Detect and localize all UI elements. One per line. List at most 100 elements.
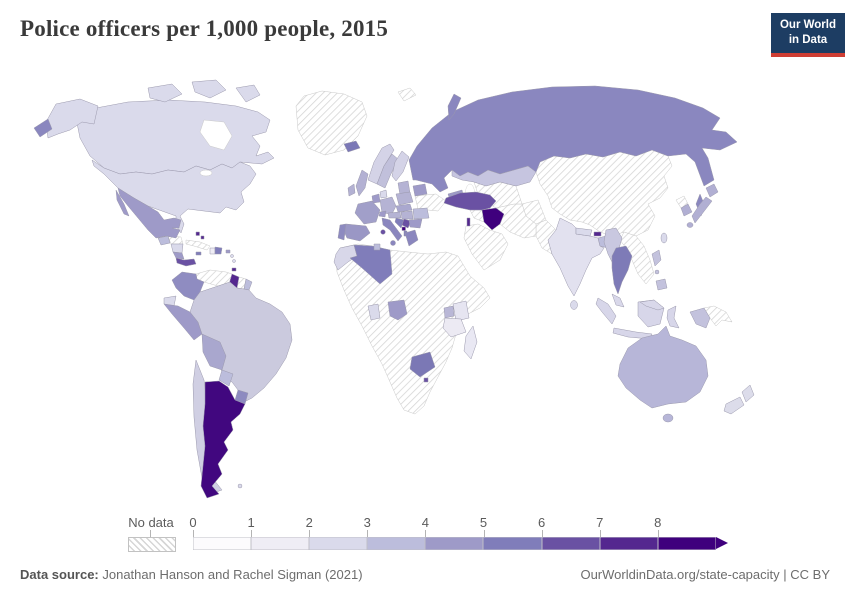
legend-segment[interactable] — [483, 537, 542, 550]
country-turkey[interactable] — [443, 191, 497, 211]
country-japan-honshu[interactable] — [691, 196, 713, 224]
country-portugal[interactable] — [337, 223, 347, 241]
country-uganda[interactable] — [443, 305, 455, 319]
country-guatemala[interactable] — [157, 235, 171, 246]
country-ukraine[interactable] — [414, 193, 447, 212]
region-africa-nodata[interactable] — [335, 243, 491, 415]
country-south-korea[interactable] — [680, 203, 693, 217]
country-bulgaria[interactable] — [408, 218, 423, 229]
country-syria[interactable] — [469, 209, 485, 223]
country-trinidad-and-tobago[interactable] — [231, 267, 237, 272]
country-mexico-baja[interactable] — [115, 189, 130, 217]
country-belarus[interactable] — [412, 183, 428, 197]
country-sri-lanka[interactable] — [570, 300, 578, 310]
country-greece[interactable] — [404, 229, 419, 247]
country-romania[interactable] — [412, 207, 430, 220]
country-tanzania[interactable] — [442, 317, 467, 338]
country-malaysia[interactable] — [611, 293, 625, 308]
country-madagascar[interactable] — [463, 325, 478, 360]
country-hungary[interactable] — [400, 210, 414, 220]
country-new-zealand-north[interactable] — [741, 384, 755, 403]
country-malaysia-north-borneo[interactable] — [639, 299, 665, 311]
legend-segment[interactable] — [657, 537, 716, 550]
legend-segment[interactable] — [251, 537, 310, 550]
country-indonesia-sulawesi[interactable] — [666, 305, 680, 329]
country-saudi-arabia[interactable] — [463, 223, 509, 271]
country-switzerland[interactable] — [378, 210, 387, 218]
country-haiti[interactable] — [209, 247, 216, 255]
legend-no-data-swatch[interactable] — [128, 537, 176, 552]
country-dominican-republic[interactable] — [214, 246, 223, 255]
country-canada[interactable] — [75, 99, 275, 175]
country-philippines-mindanao[interactable] — [655, 278, 668, 291]
country-colombia[interactable] — [171, 271, 205, 301]
country-ireland[interactable] — [347, 183, 356, 197]
country-united-kingdom[interactable] — [355, 169, 369, 197]
lesser-antilles[interactable] — [230, 254, 234, 258]
country-new-zealand-south[interactable] — [723, 396, 745, 415]
country-botswana[interactable] — [409, 351, 436, 378]
country-philippines-visayas[interactable] — [654, 269, 660, 275]
country-iraq[interactable] — [481, 207, 505, 231]
lesser-antilles[interactable] — [232, 259, 236, 263]
country-japan-kyushu[interactable] — [686, 222, 694, 228]
country-ghana[interactable] — [367, 303, 381, 321]
country-australia[interactable] — [617, 325, 709, 409]
country-philippines-luzon[interactable] — [651, 249, 662, 267]
country-nicaragua[interactable] — [170, 243, 184, 254]
owid-logo[interactable]: Our World in Data — [771, 13, 845, 57]
country-serbia[interactable] — [401, 218, 412, 229]
country-papua-new-guinea[interactable] — [703, 305, 733, 327]
country-lesotho[interactable] — [423, 377, 429, 383]
country-finland[interactable] — [391, 150, 410, 182]
country-thailand[interactable] — [611, 245, 633, 295]
country-germany[interactable] — [379, 196, 397, 215]
country-austria[interactable] — [387, 211, 402, 219]
legend-segment[interactable] — [367, 537, 426, 550]
country-spain[interactable] — [342, 223, 371, 242]
country-kenya[interactable] — [452, 300, 470, 322]
country-iceland[interactable] — [343, 140, 361, 153]
country-czechia-slovakia[interactable] — [395, 203, 413, 213]
country-argentina[interactable] — [200, 380, 246, 499]
country-indonesia-west-papua[interactable] — [689, 307, 711, 329]
country-greenland[interactable] — [295, 90, 368, 156]
legend-segment[interactable] — [309, 537, 368, 550]
country-japan-hokkaido[interactable] — [705, 183, 719, 198]
country-united-states[interactable] — [91, 159, 257, 234]
country-svalbard[interactable] — [397, 87, 417, 102]
country-france[interactable] — [354, 200, 381, 225]
country-poland[interactable] — [395, 191, 414, 206]
country-indonesia-sumatra[interactable] — [595, 297, 617, 325]
country-costa-rica[interactable] — [172, 251, 185, 260]
country-russia-east-tip[interactable] — [33, 118, 53, 138]
country-bhutan[interactable] — [593, 231, 602, 237]
country-panama[interactable] — [175, 257, 197, 267]
country-paraguay[interactable] — [218, 369, 234, 387]
country-netherlands-belgium[interactable] — [371, 193, 381, 204]
country-bahamas[interactable] — [195, 231, 200, 236]
country-australia-tasmania[interactable] — [662, 413, 674, 423]
country-denmark[interactable] — [379, 189, 388, 199]
footer-link[interactable]: OurWorldinData.org/state-capacity — [580, 567, 780, 582]
legend-segment[interactable] — [193, 537, 252, 550]
legend-segment[interactable] — [599, 537, 658, 550]
country-nigeria[interactable] — [387, 299, 408, 321]
country-china[interactable] — [535, 149, 673, 237]
country-italy-sicily[interactable] — [390, 240, 396, 246]
country-tunisia[interactable] — [373, 243, 381, 251]
legend-segment[interactable] — [425, 537, 484, 550]
falkland-islands[interactable] — [237, 483, 243, 489]
country-cuba[interactable] — [185, 239, 211, 251]
country-kazakhstan[interactable] — [451, 165, 537, 187]
country-jamaica[interactable] — [195, 251, 202, 256]
country-italy[interactable] — [381, 217, 403, 242]
country-croatia-bosnia[interactable] — [394, 217, 405, 229]
country-israel[interactable] — [466, 217, 471, 227]
country-italy-sardinia[interactable] — [380, 229, 386, 235]
country-bahamas[interactable] — [200, 235, 205, 240]
country-puerto-rico[interactable] — [225, 249, 231, 254]
country-montenegro[interactable] — [401, 226, 406, 231]
country-mexico[interactable] — [117, 187, 182, 239]
country-taiwan[interactable] — [660, 232, 668, 244]
